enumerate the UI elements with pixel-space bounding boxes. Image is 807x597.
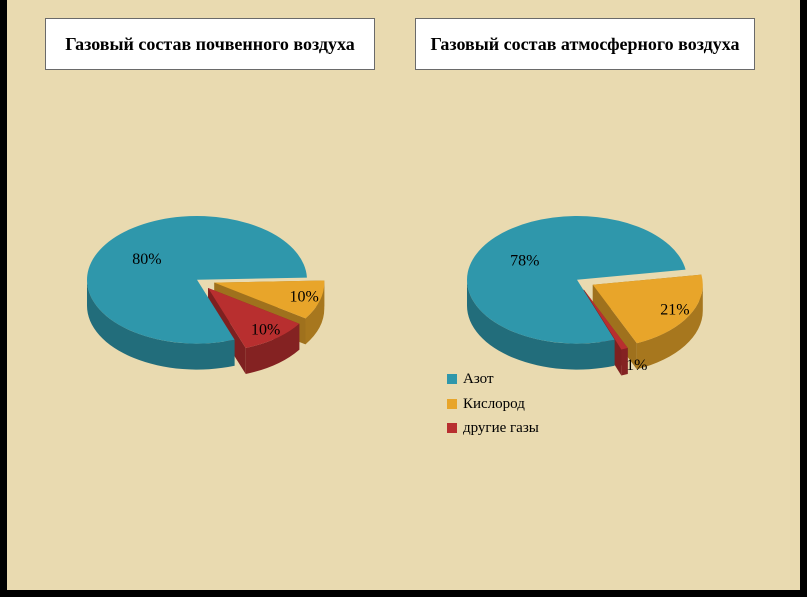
outer-frame: Газовый состав почвенного воздуха 80% 10% 1… [0,0,807,597]
legend-item: Азот [447,368,539,391]
legend-swatch [447,374,457,384]
slide-canvas: Газовый состав почвенного воздуха 80% 10% 1… [7,0,800,590]
legend-label: Азот [463,368,494,391]
legend-swatch [447,423,457,433]
legend: АзотКислороддругие газы [447,368,539,442]
legend-label: другие газы [463,417,539,440]
pie-soil: 80% 10% 10% [7,143,387,417]
legend-item: другие газы [447,417,539,440]
pie-atmo: 78% 21% 1% [387,143,767,417]
legend-swatch [447,399,457,409]
slice-label: 80% [132,251,161,268]
slice-label: 21% [660,302,689,319]
slice-label: 10% [251,322,280,339]
slice-label: 1% [626,357,647,374]
slice-label: 78% [510,253,539,270]
legend-label: Кислород [463,393,525,416]
chart-title-atmo: Газовый состав атмосферного воздуха [415,18,755,70]
slice-label: 10% [290,288,319,305]
legend-item: Кислород [447,393,539,416]
chart-title-soil: Газовый состав почвенного воздуха [45,18,375,70]
